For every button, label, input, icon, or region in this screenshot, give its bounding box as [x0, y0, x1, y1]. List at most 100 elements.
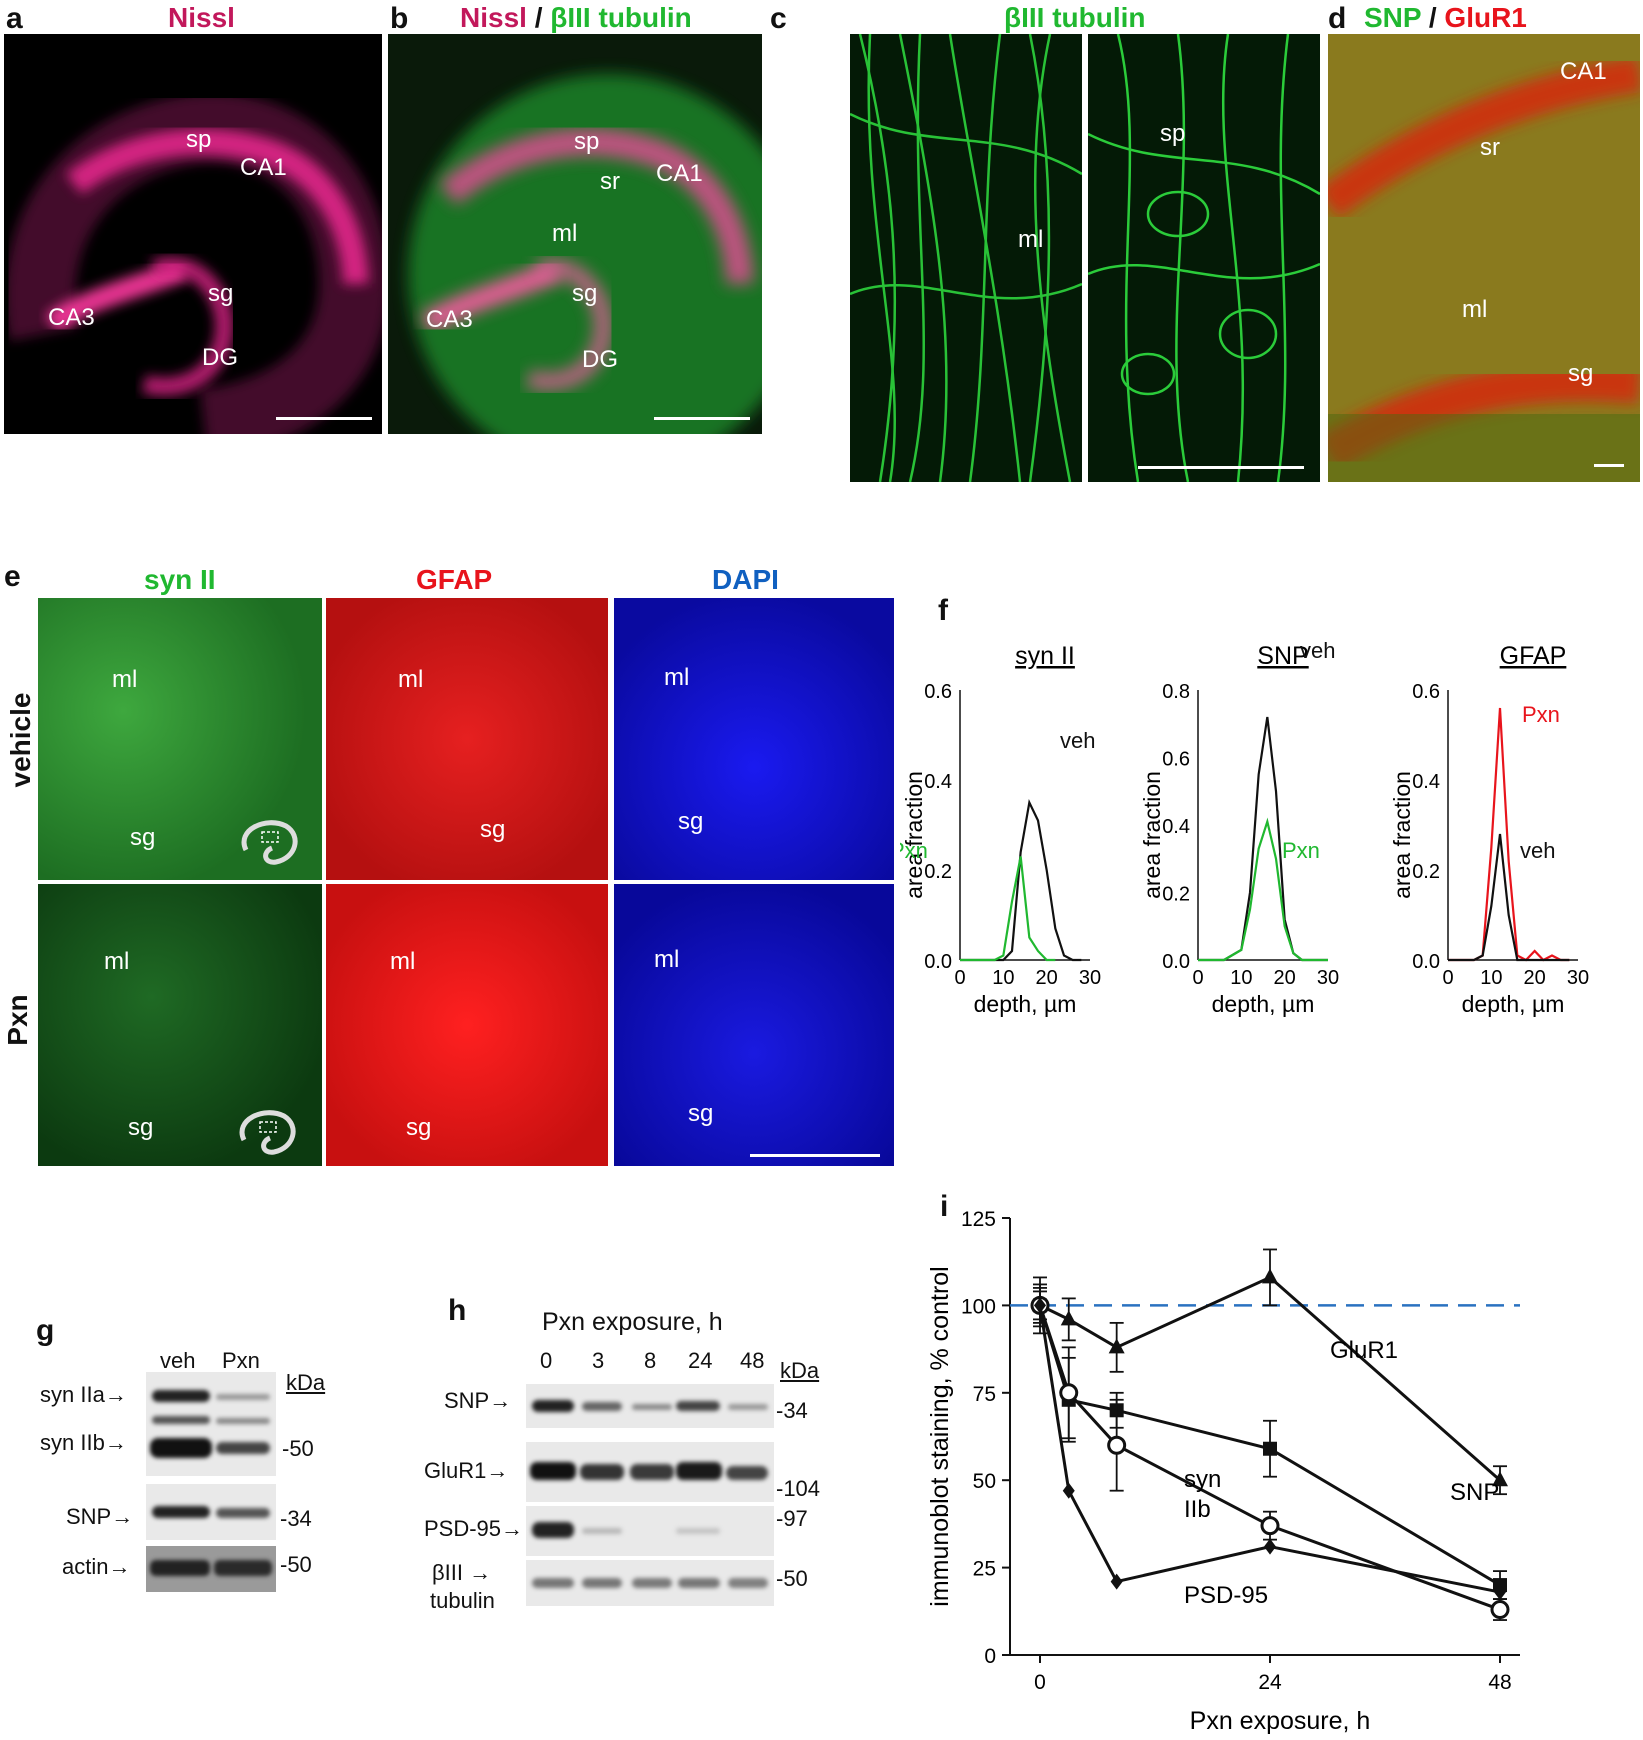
band	[152, 1416, 210, 1424]
blot-h-tubulin	[526, 1560, 774, 1606]
row-label-pxn: Pxn	[2, 994, 33, 1046]
series-label-glur1: GluR1	[1330, 1337, 1398, 1364]
panel-letter-c: c	[770, 2, 787, 35]
label-sg: sg	[572, 280, 598, 307]
y-axis-label: area fraction	[1389, 771, 1415, 899]
y-tick-label: 125	[961, 1208, 996, 1231]
label-ml: ml	[654, 946, 680, 973]
band	[676, 1528, 720, 1534]
y-tick-label: 0.4	[924, 771, 952, 793]
band	[582, 1578, 622, 1588]
label-ca3: CA3	[48, 304, 95, 331]
chart-title: SNP	[1257, 642, 1308, 670]
lane-label-veh: veh	[160, 1348, 196, 1373]
marker-syn2b: -50	[282, 1436, 314, 1461]
lane-label: 3	[592, 1348, 605, 1373]
band	[728, 1404, 768, 1410]
label-dg: DG	[582, 346, 618, 373]
lane-label: 48	[740, 1348, 765, 1373]
marker-snp: -34	[280, 1506, 312, 1531]
y-tick-label: 0.6	[924, 681, 952, 703]
panel-letter-h: h	[448, 1294, 467, 1327]
band	[728, 1578, 768, 1588]
y-tick-label: 0.2	[924, 861, 952, 883]
blot-header: Pxn exposure, h	[542, 1308, 723, 1336]
label-sr: sr	[1480, 134, 1500, 161]
data-point-triangle	[1492, 1471, 1508, 1487]
x-tick-label: 0	[1034, 1671, 1046, 1694]
band	[582, 1528, 622, 1534]
data-point-circle	[1059, 1383, 1079, 1403]
label-ml: ml	[664, 664, 690, 691]
hippocampus-inset-icon	[239, 1110, 296, 1155]
label-sp: sp	[186, 126, 212, 153]
syn2-vehicle-image: ml sg	[38, 598, 322, 880]
label-ml: ml	[104, 948, 130, 975]
x-tick-label: 30	[1567, 967, 1589, 989]
panel-letter-a: a	[6, 2, 23, 35]
y-tick-label: 25	[973, 1558, 996, 1581]
y-tick-label: 75	[973, 1383, 996, 1406]
band	[582, 1402, 622, 1411]
series-line-veh	[960, 798, 1082, 962]
band	[530, 1462, 576, 1480]
panel-letter-b: b	[390, 2, 409, 35]
y-tick-label: 0	[984, 1645, 996, 1668]
nissl-image: sp CA1 sg CA3 DG	[4, 34, 382, 434]
band	[214, 1560, 272, 1576]
scale-bar	[750, 1154, 880, 1157]
chart-title: syn II	[1015, 642, 1075, 670]
nissl-tubulin-image: sp sr CA1 ml sg CA3 DG	[388, 34, 762, 434]
series-label-veh: veh	[1520, 838, 1555, 863]
band-label-tubulin: βIII →	[432, 1560, 492, 1585]
band-label-snp: SNP→	[66, 1504, 134, 1529]
gfap-pxn-image: ml sg	[326, 884, 608, 1166]
y-axis-label: immunoblot staining, % control	[930, 1266, 954, 1606]
snp-glur1-texture	[1328, 34, 1640, 482]
data-point-diamond	[1494, 1584, 1506, 1601]
data-point-circle	[1260, 1516, 1280, 1536]
series-label-pxn: Pxn	[1522, 702, 1560, 727]
x-tick-label: 0	[954, 967, 965, 989]
band	[726, 1466, 768, 1480]
series-label-syn-iib-2: IIb	[1184, 1496, 1211, 1523]
band	[150, 1438, 212, 1458]
y-tick-label: 50	[973, 1470, 996, 1493]
y-tick-label: 0.2	[1412, 861, 1440, 883]
band	[630, 1464, 674, 1480]
marker-glur1: -104	[776, 1476, 821, 1501]
panel-letter-i: i	[940, 1190, 949, 1223]
panel-letter-g: g	[36, 1314, 55, 1347]
y-tick-label: 0.0	[1412, 951, 1440, 973]
y-axis-label: area fraction	[901, 771, 927, 899]
neurite-texture	[850, 34, 1082, 482]
label-sr: sr	[600, 168, 620, 195]
data-point-diamond	[1034, 1297, 1046, 1314]
lane-label-pxn: Pxn	[222, 1348, 260, 1373]
hippocampus-inset-icon	[241, 820, 298, 865]
panel-b-title-sep: /	[526, 2, 551, 33]
data-point-diamond	[1264, 1538, 1276, 1555]
x-axis-label: depth, µm	[974, 991, 1077, 1017]
panel-letter-f: f	[938, 594, 948, 627]
data-point-triangle	[1060, 1310, 1077, 1326]
panel-letter-d: d	[1328, 2, 1347, 35]
label-ml: ml	[398, 666, 424, 693]
x-tick-label: 10	[1230, 967, 1252, 989]
snp-glur1-image: CA1 sr ml sg	[1328, 34, 1640, 482]
x-axis-label: depth, µm	[1462, 991, 1565, 1017]
series-line-pxn	[960, 856, 1056, 962]
blot-h-glur1	[526, 1442, 774, 1502]
y-tick-label: 0.6	[1162, 749, 1190, 771]
series-label-veh: veh	[1060, 728, 1095, 753]
col-title-gfap: GFAP	[416, 564, 493, 595]
panel-d-title: SNP / GluR1	[1364, 4, 1527, 32]
label-sp: sp	[574, 128, 600, 155]
syn2-pxn-image: ml sg	[38, 884, 322, 1166]
data-point-triangle	[1108, 1338, 1125, 1354]
label-ca3: CA3	[426, 306, 473, 333]
scale-bar	[276, 417, 372, 420]
label-sg: sg	[1568, 360, 1594, 387]
